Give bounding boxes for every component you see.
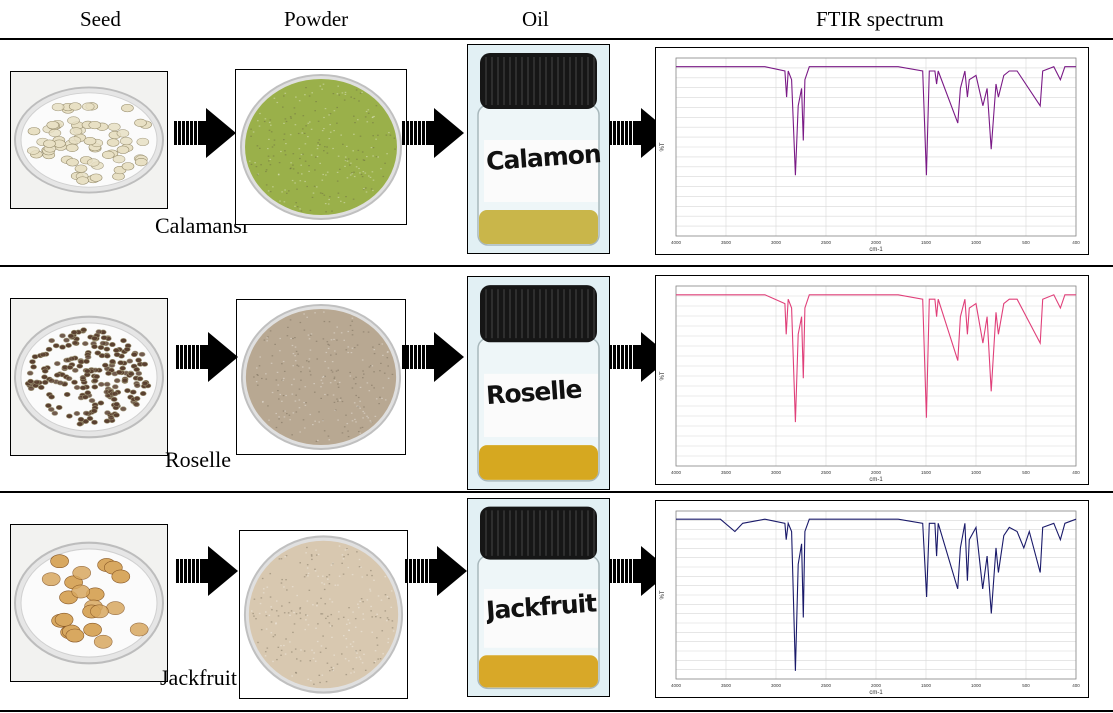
powder-photo xyxy=(235,69,407,225)
ftir-spectrum-chart: 4000 3500 3000 2500 2000 1500 1000 500 400 cm-1 %T xyxy=(655,275,1089,485)
ftir-x-tick: 4000 xyxy=(671,240,682,245)
ftir-x-tick: 1000 xyxy=(971,470,982,475)
ftir-x-tick: 2500 xyxy=(821,240,832,245)
divider-2 xyxy=(0,491,1113,493)
ftir-x-tick: 1500 xyxy=(921,240,932,245)
seed-name-label: Calamansi xyxy=(155,213,248,238)
seed-name-label: Roselle xyxy=(165,447,231,472)
seed-photo xyxy=(10,298,168,456)
ftir-x-tick: 2000 xyxy=(871,240,882,245)
ftir-x-tick: 1500 xyxy=(921,470,932,475)
header-oil: Oil xyxy=(522,7,549,31)
oil-jar-photo: Roselle xyxy=(467,276,610,490)
ftir-x-label: cm-1 xyxy=(869,690,883,696)
ftir-x-label: cm-1 xyxy=(869,247,883,253)
ftir-x-tick: 500 xyxy=(1022,240,1030,245)
ftir-spectrum-chart: 4000 3500 3000 2500 2000 1500 1000 500 400 cm-1 %T xyxy=(655,47,1089,255)
arrow-icon xyxy=(176,546,238,596)
arrow-icon xyxy=(402,108,464,158)
divider-top xyxy=(0,38,1113,40)
ftir-x-tick: 1500 xyxy=(921,683,932,688)
ftir-x-tick: 1000 xyxy=(971,240,982,245)
ftir-y-label: %T xyxy=(660,590,666,599)
seed-photo xyxy=(10,71,168,209)
ftir-spectrum-line xyxy=(676,518,1077,671)
ftir-x-tick: 3000 xyxy=(771,683,782,688)
powder-photo xyxy=(236,299,406,455)
ftir-y-label: %T xyxy=(660,142,666,151)
divider-1 xyxy=(0,265,1113,267)
oil-jar-photo: Calamon xyxy=(467,44,610,254)
arrow-icon xyxy=(174,108,236,158)
seed-name-label: Jackfruit xyxy=(160,665,237,690)
column-header-row: Seed Powder Oil FTIR spectrum xyxy=(0,0,1113,38)
header-seed: Seed xyxy=(80,7,121,31)
ftir-grid xyxy=(675,57,1077,237)
ftir-x-tick: 4000 xyxy=(671,683,682,688)
arrow-icon xyxy=(402,332,464,382)
ftir-x-tick: 500 xyxy=(1022,470,1030,475)
ftir-x-tick: 3000 xyxy=(771,470,782,475)
header-ftir: FTIR spectrum xyxy=(816,7,944,31)
ftir-grid xyxy=(675,285,1077,467)
ftir-x-tick: 400 xyxy=(1072,683,1080,688)
ftir-x-tick: 3000 xyxy=(771,240,782,245)
ftir-x-tick: 2000 xyxy=(871,683,882,688)
ftir-x-tick: 2000 xyxy=(871,470,882,475)
ftir-spectrum-line xyxy=(676,294,1076,423)
ftir-x-tick: 400 xyxy=(1072,240,1080,245)
ftir-grid xyxy=(675,510,1077,680)
ftir-x-tick: 1000 xyxy=(971,683,982,688)
arrow-icon xyxy=(405,546,467,596)
ftir-y-label: %T xyxy=(660,371,666,380)
ftir-x-tick: 2500 xyxy=(821,470,832,475)
ftir-x-tick: 400 xyxy=(1072,470,1080,475)
ftir-x-tick: 2500 xyxy=(821,683,832,688)
ftir-x-label: cm-1 xyxy=(869,477,883,483)
ftir-x-tick: 500 xyxy=(1022,683,1030,688)
powder-photo xyxy=(239,530,408,699)
ftir-x-tick: 3500 xyxy=(721,470,732,475)
ftir-x-tick: 3500 xyxy=(721,683,732,688)
header-powder: Powder xyxy=(284,7,349,31)
arrow-icon xyxy=(176,332,238,382)
divider-bottom xyxy=(0,710,1113,712)
ftir-x-tick: 3500 xyxy=(721,240,732,245)
seed-photo xyxy=(10,524,168,682)
oil-jar-photo: Jackfruit xyxy=(467,498,610,697)
ftir-spectrum-line xyxy=(676,66,1076,176)
ftir-spectrum-chart: 4000 3500 3000 2500 2000 1500 1000 500 400 cm-1 %T xyxy=(655,500,1089,698)
ftir-x-tick: 4000 xyxy=(671,470,682,475)
